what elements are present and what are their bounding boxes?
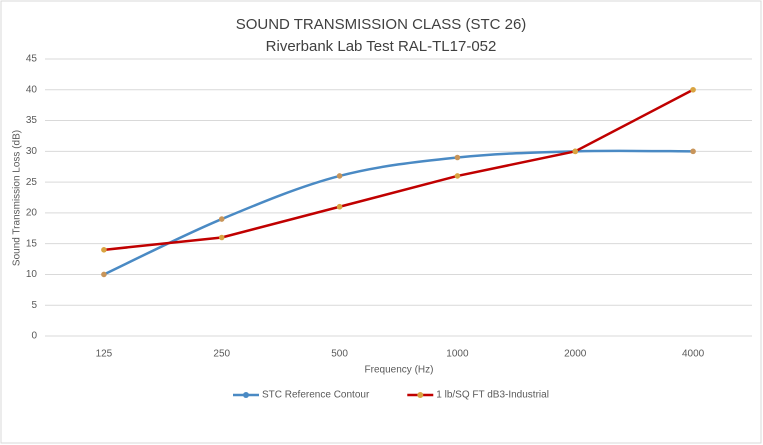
series-line xyxy=(103,149,694,276)
point-marker xyxy=(218,234,225,241)
y-tick-label: 0 xyxy=(31,331,37,342)
chart-title: SOUND TRANSMISSION CLASS (STC 26) xyxy=(236,16,527,33)
point-marker xyxy=(218,216,225,222)
point-marker xyxy=(336,173,343,179)
point-marker xyxy=(101,271,107,278)
y-tick-label: 20 xyxy=(26,208,38,219)
x-tick-label: 4000 xyxy=(682,349,705,360)
point-marker xyxy=(101,247,107,253)
y-axis-label: Sound Transmission Loss (dB) xyxy=(12,130,23,266)
point-marker xyxy=(454,173,461,179)
x-tick-label: 250 xyxy=(213,349,230,360)
x-tick-label: 2000 xyxy=(564,349,587,360)
y-tick-label: 15 xyxy=(26,238,38,249)
series-line xyxy=(103,88,694,252)
point-marker xyxy=(572,148,579,155)
y-tick-label: 5 xyxy=(31,300,37,311)
y-tick-label: 35 xyxy=(26,115,38,126)
point-marker xyxy=(690,86,696,93)
point-marker xyxy=(336,203,343,210)
y-tick-label: 25 xyxy=(26,177,38,188)
chart-subtitle: Riverbank Lab Test RAL-TL17-052 xyxy=(266,38,497,55)
y-tick-label: 30 xyxy=(26,146,38,157)
x-tick-label: 500 xyxy=(331,349,348,360)
x-tick-label: 125 xyxy=(96,349,113,360)
y-tick-label: 40 xyxy=(26,84,38,95)
y-tick-label: 45 xyxy=(26,54,38,65)
legend-label: STC Reference Contour xyxy=(262,390,370,401)
legend-marker xyxy=(417,392,424,398)
x-axis-label: Frequency (Hz) xyxy=(365,365,434,376)
x-tick-label: 1000 xyxy=(446,349,469,360)
point-marker xyxy=(454,154,461,161)
legend-label: 1 lb/SQ FT dB3-Industrial xyxy=(436,390,549,401)
y-tick-label: 10 xyxy=(26,269,38,280)
point-marker xyxy=(690,148,696,155)
legend-marker xyxy=(243,392,249,398)
